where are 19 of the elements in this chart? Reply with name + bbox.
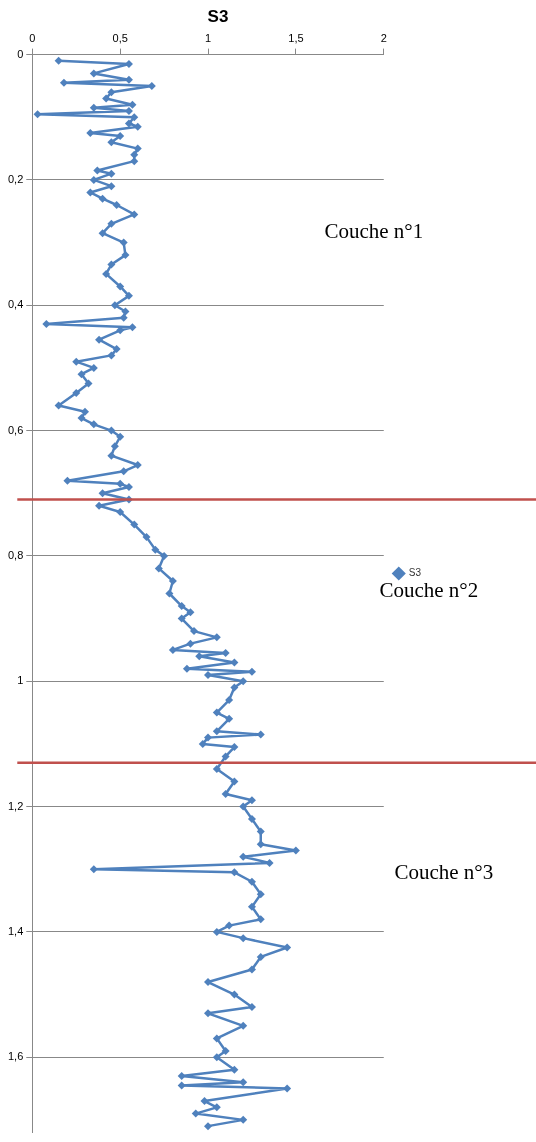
x-tick-label: 1,5 [288,32,304,45]
y-tick-label: 0,8 [7,548,24,561]
annotation: Couche n°2 [379,578,479,603]
y-tick-label: 0,4 [7,298,24,311]
annotation: Couche n°1 [324,219,424,244]
y-tick-label: 1,6 [7,1050,24,1063]
y-tick-label: 0 [17,47,24,60]
y-tick-label: 0,6 [7,423,24,436]
x-tick-label: 0 [29,32,36,45]
text: Couche n°3 [394,860,494,885]
x-tick-label: 2 [380,32,387,45]
chart-title: S3 [207,6,229,26]
y-tick-label: 1,4 [7,924,24,937]
y-tick-label: 1,2 [7,799,24,812]
y-tick-label: 1 [17,674,24,687]
y-tick-label: 0,2 [7,172,24,185]
x-tick-label: 0,5 [112,32,128,45]
legend-label: S3 [408,567,422,579]
x-tick-label: 1 [204,32,212,45]
